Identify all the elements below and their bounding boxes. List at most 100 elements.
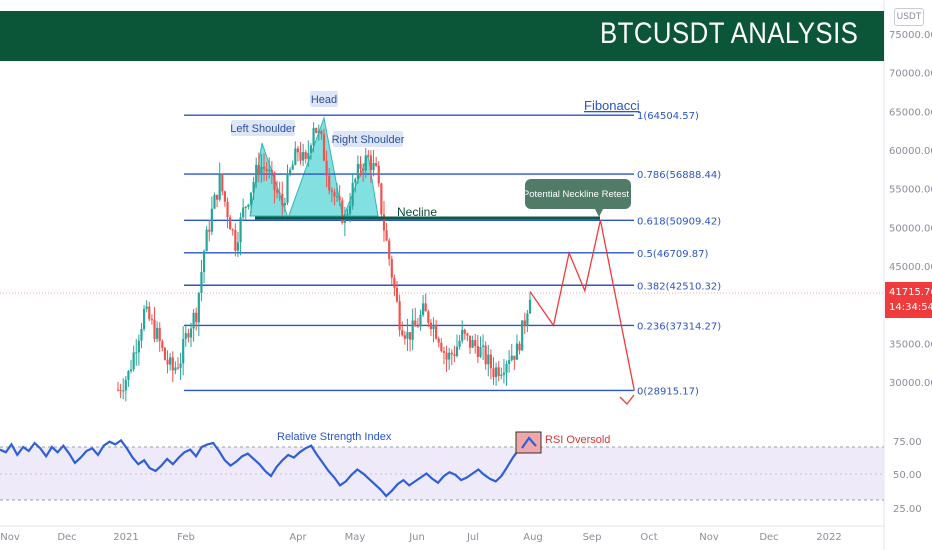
- candle-body: [145, 306, 148, 309]
- candle-body: [518, 343, 521, 351]
- price-tick-label: 60000.00: [889, 146, 932, 157]
- candle-body: [192, 312, 195, 329]
- current-price-badge: 41715.76 14:34:54: [885, 282, 932, 318]
- candle-body: [338, 196, 341, 201]
- candle-body: [471, 340, 474, 348]
- candle-body: [187, 333, 190, 338]
- candle-body: [351, 182, 354, 206]
- candle-body: [484, 345, 487, 365]
- price-tick-label: 75000.00: [889, 30, 932, 41]
- candle-body: [221, 174, 224, 192]
- candle-body: [119, 389, 122, 392]
- candle-body: [197, 292, 200, 323]
- candle-body: [382, 214, 386, 231]
- head-shoulders-pattern: [249, 116, 379, 220]
- candle-body: [257, 165, 260, 174]
- candle-body: [377, 165, 380, 184]
- candle-body: [393, 277, 396, 288]
- candle-body: [500, 374, 503, 377]
- rsi-oversold-box: [515, 431, 542, 454]
- candle-body: [521, 320, 524, 351]
- price-tick-label: 45000.00: [889, 262, 932, 273]
- candle-body: [223, 191, 227, 202]
- candle-body: [158, 327, 161, 342]
- candle-body: [166, 359, 169, 365]
- time-tick-label: Feb: [177, 532, 195, 543]
- candle-body: [437, 338, 440, 343]
- currency-badge[interactable]: USDT: [894, 8, 924, 26]
- candle-body: [497, 367, 500, 377]
- candle-body: [312, 127, 315, 146]
- candle-body: [163, 347, 167, 360]
- price-tick-label: 65000.00: [889, 107, 932, 118]
- candle-body: [255, 165, 258, 183]
- right-shoulder-label: Right Shoulder: [332, 134, 405, 146]
- candle-body: [161, 341, 164, 348]
- candle-body: [210, 208, 213, 232]
- candle-body: [289, 169, 292, 174]
- candle-body: [127, 371, 130, 380]
- candle-body: [398, 301, 401, 331]
- candle-body: [442, 351, 446, 353]
- candle-body: [315, 127, 318, 133]
- rsi-title: Relative Strength Index: [277, 431, 392, 443]
- candle-body: [528, 299, 532, 314]
- candle-body: [302, 152, 305, 161]
- candle-body: [380, 183, 383, 215]
- candle-body: [275, 189, 279, 193]
- candle-body: [247, 204, 250, 207]
- candle-body: [148, 306, 151, 320]
- candle-body: [213, 194, 216, 209]
- candle-body: [372, 162, 375, 171]
- title-banner: BTCUSDT ANALYSIS: [0, 11, 884, 61]
- candle-body: [448, 352, 451, 360]
- candle-body: [195, 312, 198, 323]
- candle-body: [242, 207, 245, 218]
- candle-body: [273, 172, 276, 190]
- rsi-tick-label: 75.00: [893, 437, 922, 448]
- candle-body: [218, 174, 221, 200]
- candle-body: [335, 196, 339, 198]
- candle-body: [510, 355, 513, 361]
- candle-body: [476, 345, 479, 357]
- price-tick-label: 55000.00: [889, 185, 932, 196]
- fib-level-label: 0.786(56888.44): [637, 170, 721, 181]
- candle-body: [156, 327, 159, 339]
- candle-body: [395, 287, 399, 302]
- time-tick-label: Nov: [699, 532, 719, 543]
- candle-body: [249, 192, 253, 205]
- candle-body: [278, 192, 281, 194]
- candle-body: [286, 173, 289, 203]
- candle-body: [416, 326, 419, 328]
- fib-level-label: 0.5(46709.87): [637, 249, 709, 260]
- price-tick-label: 50000.00: [889, 223, 932, 234]
- candle-body: [129, 369, 133, 372]
- candle-body: [359, 163, 362, 169]
- time-tick-label: 2021: [113, 532, 138, 543]
- candle-body: [369, 155, 373, 171]
- fibonacci-label: Fibonacci: [584, 98, 640, 113]
- candle-body: [294, 148, 297, 165]
- candle-body: [169, 357, 172, 365]
- candle-body: [388, 240, 391, 260]
- rsi-oversold-label: RSI Oversold: [545, 434, 610, 446]
- fib-level-label: 1(64504.57): [637, 111, 699, 122]
- candle-body: [424, 303, 427, 312]
- candle-body: [385, 230, 388, 241]
- candle-body: [523, 320, 526, 326]
- candle-body: [260, 166, 263, 174]
- candle-body: [229, 217, 232, 230]
- time-tick-label: Apr: [289, 532, 307, 543]
- projection-arrowhead: [619, 394, 635, 405]
- candle-body: [354, 179, 357, 183]
- candle-body: [135, 352, 138, 354]
- candle-body: [236, 242, 240, 251]
- candle-body: [304, 152, 307, 159]
- candle-body: [226, 201, 229, 218]
- candle-body: [270, 170, 273, 173]
- candle-body: [124, 379, 127, 391]
- candle-body: [281, 193, 284, 206]
- candle-body: [362, 168, 365, 171]
- candle-body: [468, 335, 472, 348]
- candle-body: [283, 202, 286, 206]
